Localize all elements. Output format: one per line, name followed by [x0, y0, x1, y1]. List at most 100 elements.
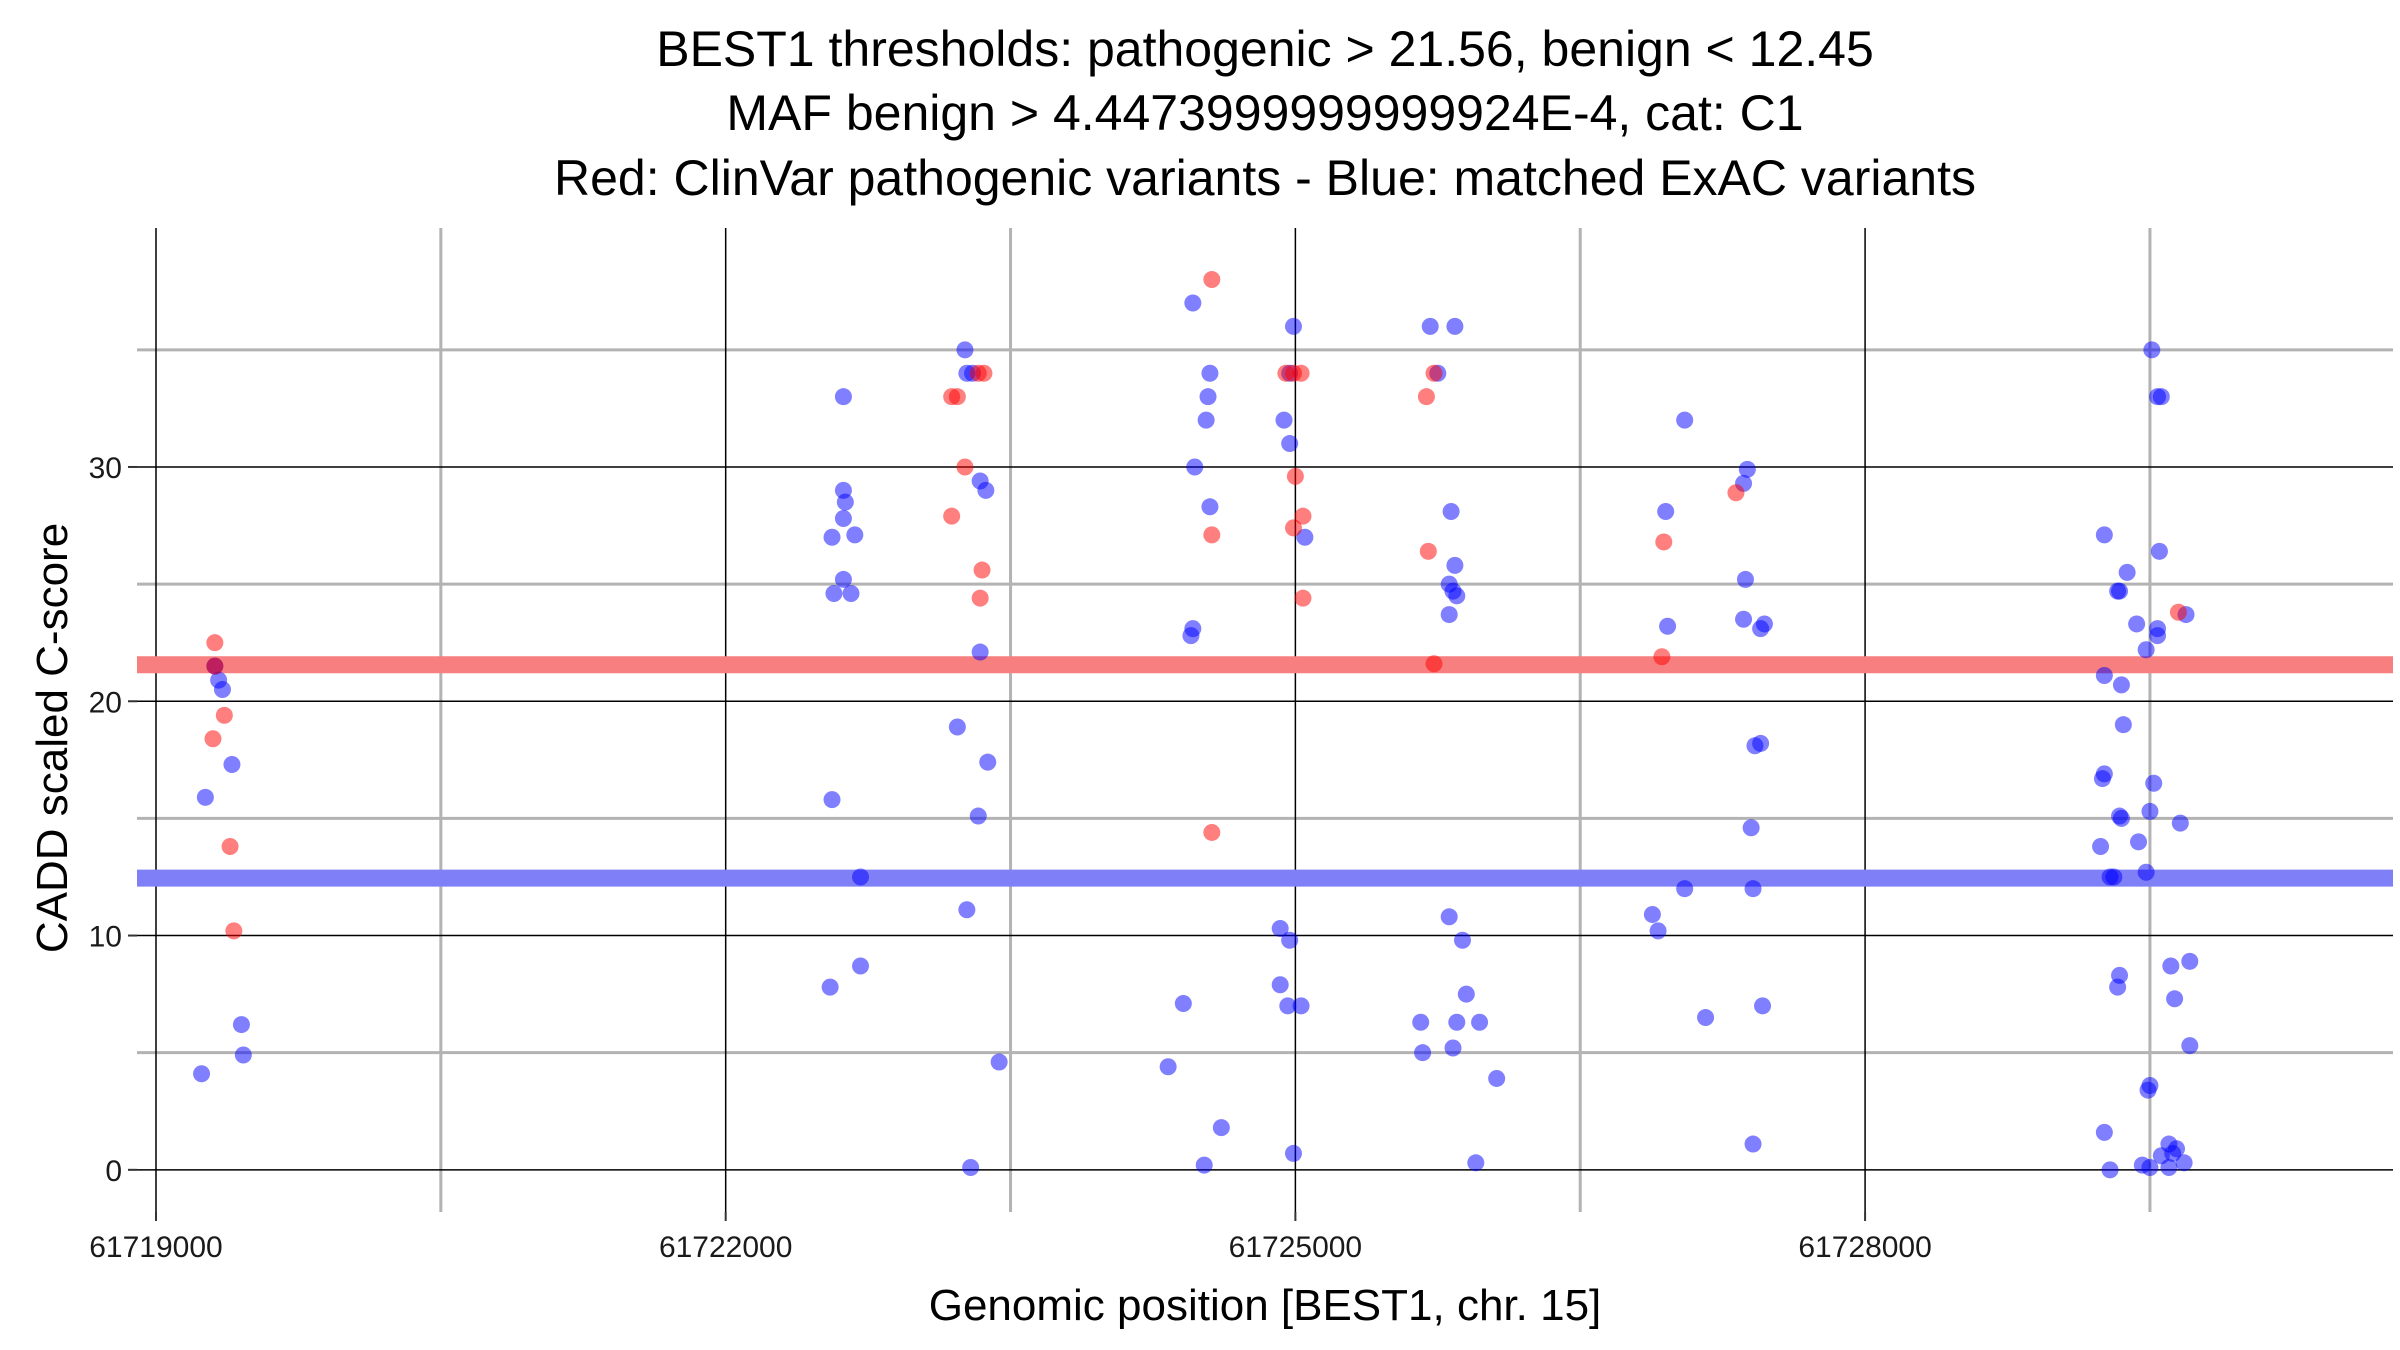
data-point — [1735, 610, 1753, 628]
y-tick-label: 30 — [89, 452, 122, 485]
data-point — [1653, 648, 1671, 666]
data-point — [852, 868, 870, 886]
data-point — [2181, 952, 2199, 970]
data-point — [1659, 617, 1677, 635]
data-point — [1203, 271, 1221, 289]
data-point — [1284, 317, 1302, 335]
data-point — [834, 570, 852, 588]
data-point — [1727, 484, 1745, 502]
data-point — [1419, 542, 1437, 560]
data-point — [2169, 603, 2187, 621]
data-point — [2171, 814, 2189, 832]
y-tick-label: 20 — [89, 686, 122, 719]
data-point — [1294, 589, 1312, 607]
data-point — [825, 584, 843, 602]
data-points — [193, 271, 2199, 1179]
data-point — [1643, 905, 1661, 923]
data-point — [1279, 997, 1297, 1015]
data-point — [1676, 411, 1694, 429]
data-point — [1425, 364, 1443, 382]
plot-grid — [137, 228, 2393, 1212]
data-point — [1412, 1013, 1430, 1031]
data-point — [1186, 458, 1204, 476]
data-point — [842, 584, 860, 602]
data-point — [1467, 1154, 1485, 1172]
data-point — [2168, 1140, 2186, 1158]
data-point — [2114, 716, 2132, 734]
data-point — [1284, 519, 1302, 537]
axis-ticks: 0 10 20 30 61719000 61722000 61725000 61728000 — [89, 452, 1932, 1264]
data-point — [2112, 676, 2130, 694]
data-point — [1448, 587, 1466, 605]
data-point — [1657, 502, 1675, 520]
data-point — [1649, 922, 1667, 940]
data-point — [834, 510, 852, 528]
data-point — [1199, 388, 1217, 406]
data-point — [225, 922, 243, 940]
data-point — [956, 458, 974, 476]
data-point — [1281, 931, 1299, 949]
data-point — [1281, 435, 1299, 453]
data-point — [1292, 364, 1310, 382]
title-line-1: BEST1 thresholds: pathogenic > 21.56, be… — [656, 21, 1874, 77]
data-point — [975, 364, 993, 382]
title-line-3: Red: ClinVar pathogenic variants - Blue:… — [554, 150, 1976, 206]
data-point — [823, 528, 841, 546]
data-point — [852, 957, 870, 975]
data-point — [193, 1065, 211, 1083]
chart-title: BEST1 thresholds: pathogenic > 21.56, be… — [554, 21, 1976, 206]
title-line-2: MAF benign > 4.4473999999999924E-4, cat:… — [726, 85, 1803, 141]
data-point — [1440, 606, 1458, 624]
x-tick-label: 61725000 — [1229, 1231, 1362, 1264]
data-point — [1754, 997, 1772, 1015]
data-point — [215, 706, 233, 724]
data-point — [1697, 1009, 1715, 1027]
data-point — [2093, 770, 2111, 788]
data-point — [2141, 1158, 2159, 1176]
data-point — [1203, 526, 1221, 544]
data-point — [1182, 627, 1200, 645]
data-point — [1275, 411, 1293, 429]
data-point — [1271, 976, 1289, 994]
data-point — [962, 1158, 980, 1176]
y-axis-title: CADD scaled C-score — [28, 523, 77, 953]
data-point — [232, 1016, 250, 1034]
data-point — [958, 901, 976, 919]
data-point — [2149, 627, 2167, 645]
data-point — [1294, 507, 1312, 525]
data-point — [1286, 467, 1304, 485]
data-point — [2143, 341, 2161, 359]
data-point — [2095, 1123, 2113, 1141]
data-point — [1676, 880, 1694, 898]
data-point — [1744, 1135, 1762, 1153]
data-point — [846, 526, 864, 544]
data-point — [1448, 1013, 1466, 1031]
data-point — [204, 730, 222, 748]
data-point — [1457, 985, 1475, 1003]
data-point — [2130, 833, 2148, 851]
data-point — [1197, 411, 1215, 429]
data-point — [1736, 570, 1754, 588]
data-point — [1442, 502, 1460, 520]
data-point — [971, 589, 989, 607]
data-point — [1414, 1044, 1432, 1062]
data-point — [1292, 997, 1310, 1015]
data-point — [1488, 1069, 1506, 1087]
data-point — [1742, 819, 1760, 837]
data-point — [2152, 388, 2170, 406]
x-tick-label: 61719000 — [89, 1231, 222, 1264]
data-point — [1296, 528, 1314, 546]
data-point — [2175, 1154, 2193, 1172]
data-point — [2137, 641, 2155, 659]
data-point — [1744, 880, 1762, 898]
data-point — [977, 481, 995, 499]
data-point — [948, 718, 966, 736]
data-point — [2095, 526, 2113, 544]
y-tick-label: 10 — [89, 921, 122, 954]
data-point — [2109, 978, 2127, 996]
data-point — [971, 643, 989, 661]
data-point — [196, 788, 214, 806]
data-point — [948, 388, 966, 406]
data-point — [1271, 920, 1289, 938]
data-point — [1201, 498, 1219, 516]
